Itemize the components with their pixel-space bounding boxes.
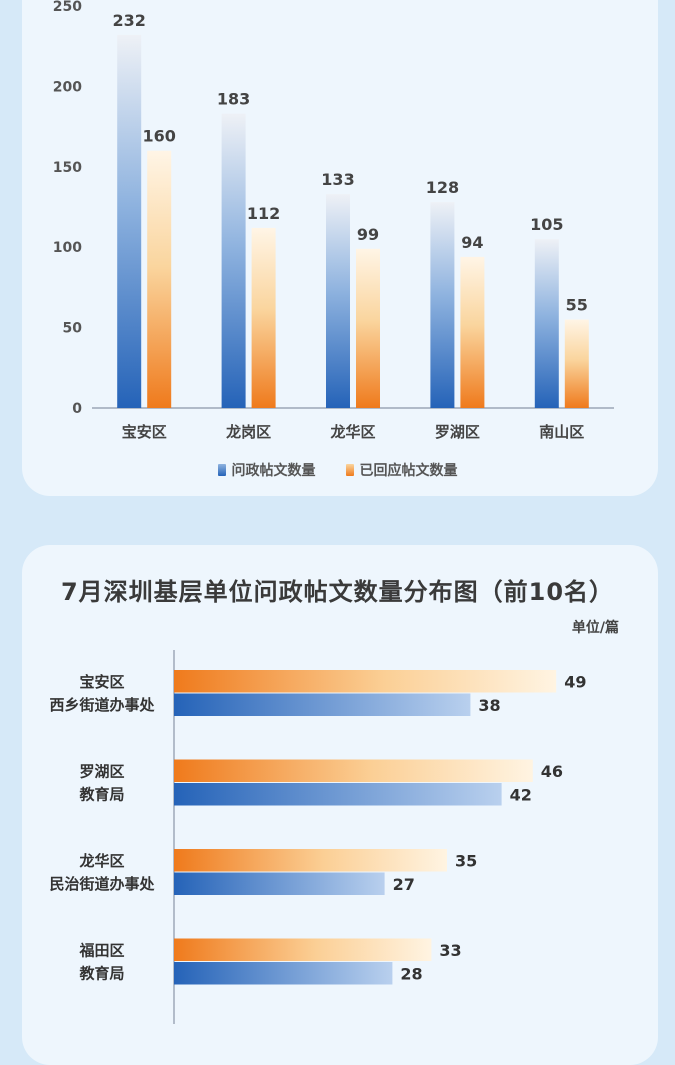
bar-asked <box>430 202 455 408</box>
category-label-line2: 教育局 <box>78 965 124 983</box>
hbar-value-label: 28 <box>400 964 422 983</box>
hbar-blue <box>174 783 502 806</box>
bar-asked <box>117 34 142 408</box>
district-posts-bar-chart: 0 50 100 150 200 250 宝安区 232 160 龙岗区 183 112 龙华区 133… <box>53 0 614 441</box>
legend-label-asked: 问政帖文数量 <box>231 463 316 479</box>
bar-value-label: 160 <box>142 127 175 146</box>
bar-value-label: 133 <box>321 170 354 189</box>
y-tick-label: 50 <box>63 321 83 337</box>
y-tick-label: 150 <box>53 160 82 176</box>
legend-item-replied: 已回应帖文数量 <box>345 460 458 480</box>
x-tick-label: 宝安区 <box>122 423 167 441</box>
hbar-value-label: 38 <box>478 696 500 715</box>
legend-swatch-blue <box>217 464 226 476</box>
bar-value-label: 112 <box>247 204 280 223</box>
hbar-value-label: 27 <box>393 875 415 894</box>
bar-asked <box>221 113 246 409</box>
hbar-orange <box>174 938 432 961</box>
category-label-line2: 教育局 <box>78 786 124 804</box>
bar-value-label: 55 <box>566 296 588 315</box>
bar-value-label: 94 <box>461 233 483 252</box>
bar-replied <box>356 248 380 408</box>
hbar-value-label: 46 <box>541 762 563 781</box>
bar-asked <box>534 239 559 408</box>
bar-value-label: 183 <box>217 90 250 109</box>
x-tick-label: 龙华区 <box>329 423 375 441</box>
bar-asked <box>326 194 350 408</box>
y-tick-label: 200 <box>53 79 82 95</box>
chart-legend: 问政帖文数量 已回应帖文数量 <box>0 460 675 480</box>
hbar-blue <box>174 872 385 895</box>
hbar-blue <box>174 693 471 716</box>
bar-value-label: 128 <box>426 178 459 197</box>
bar-replied <box>251 227 276 408</box>
bar-value-label: 99 <box>357 225 379 244</box>
bar-replied <box>460 256 485 408</box>
category-label-line2: 西乡街道办事处 <box>49 696 155 714</box>
hbar-value-label: 42 <box>510 785 532 804</box>
hbar-value-label: 33 <box>439 941 461 960</box>
legend-swatch-orange <box>345 464 354 476</box>
hbar-value-label: 49 <box>564 672 586 691</box>
bar-value-label: 105 <box>530 215 563 234</box>
category-label-line1: 宝安区 <box>79 673 124 691</box>
unit-label: 单位/篇 <box>571 620 619 636</box>
hbar-orange <box>174 759 533 782</box>
category-label-line1: 龙华区 <box>78 852 124 870</box>
y-tick-label: 250 <box>53 0 82 15</box>
y-tick-label: 0 <box>72 401 82 417</box>
category-label-line1: 福田区 <box>78 942 124 960</box>
bar-value-label: 232 <box>112 11 145 30</box>
hbar-orange <box>174 849 447 872</box>
hbar-value-label: 35 <box>455 851 477 870</box>
hbar-blue <box>174 962 393 985</box>
category-label-line1: 罗湖区 <box>79 763 124 781</box>
chart-title: 7月深圳基层单位问政帖文数量分布图（前10名） <box>60 578 615 606</box>
x-tick-label: 南山区 <box>539 423 584 441</box>
bar-replied <box>564 319 589 408</box>
y-tick-label: 100 <box>53 240 82 256</box>
x-tick-label: 龙岗区 <box>225 423 271 441</box>
x-tick-label: 罗湖区 <box>435 423 480 441</box>
hbar-orange <box>174 670 557 693</box>
legend-label-replied: 已回应帖文数量 <box>359 463 458 479</box>
category-label-line2: 民治街道办事处 <box>49 875 155 893</box>
legend-item-asked: 问政帖文数量 <box>217 460 316 480</box>
bar-replied <box>147 150 172 408</box>
